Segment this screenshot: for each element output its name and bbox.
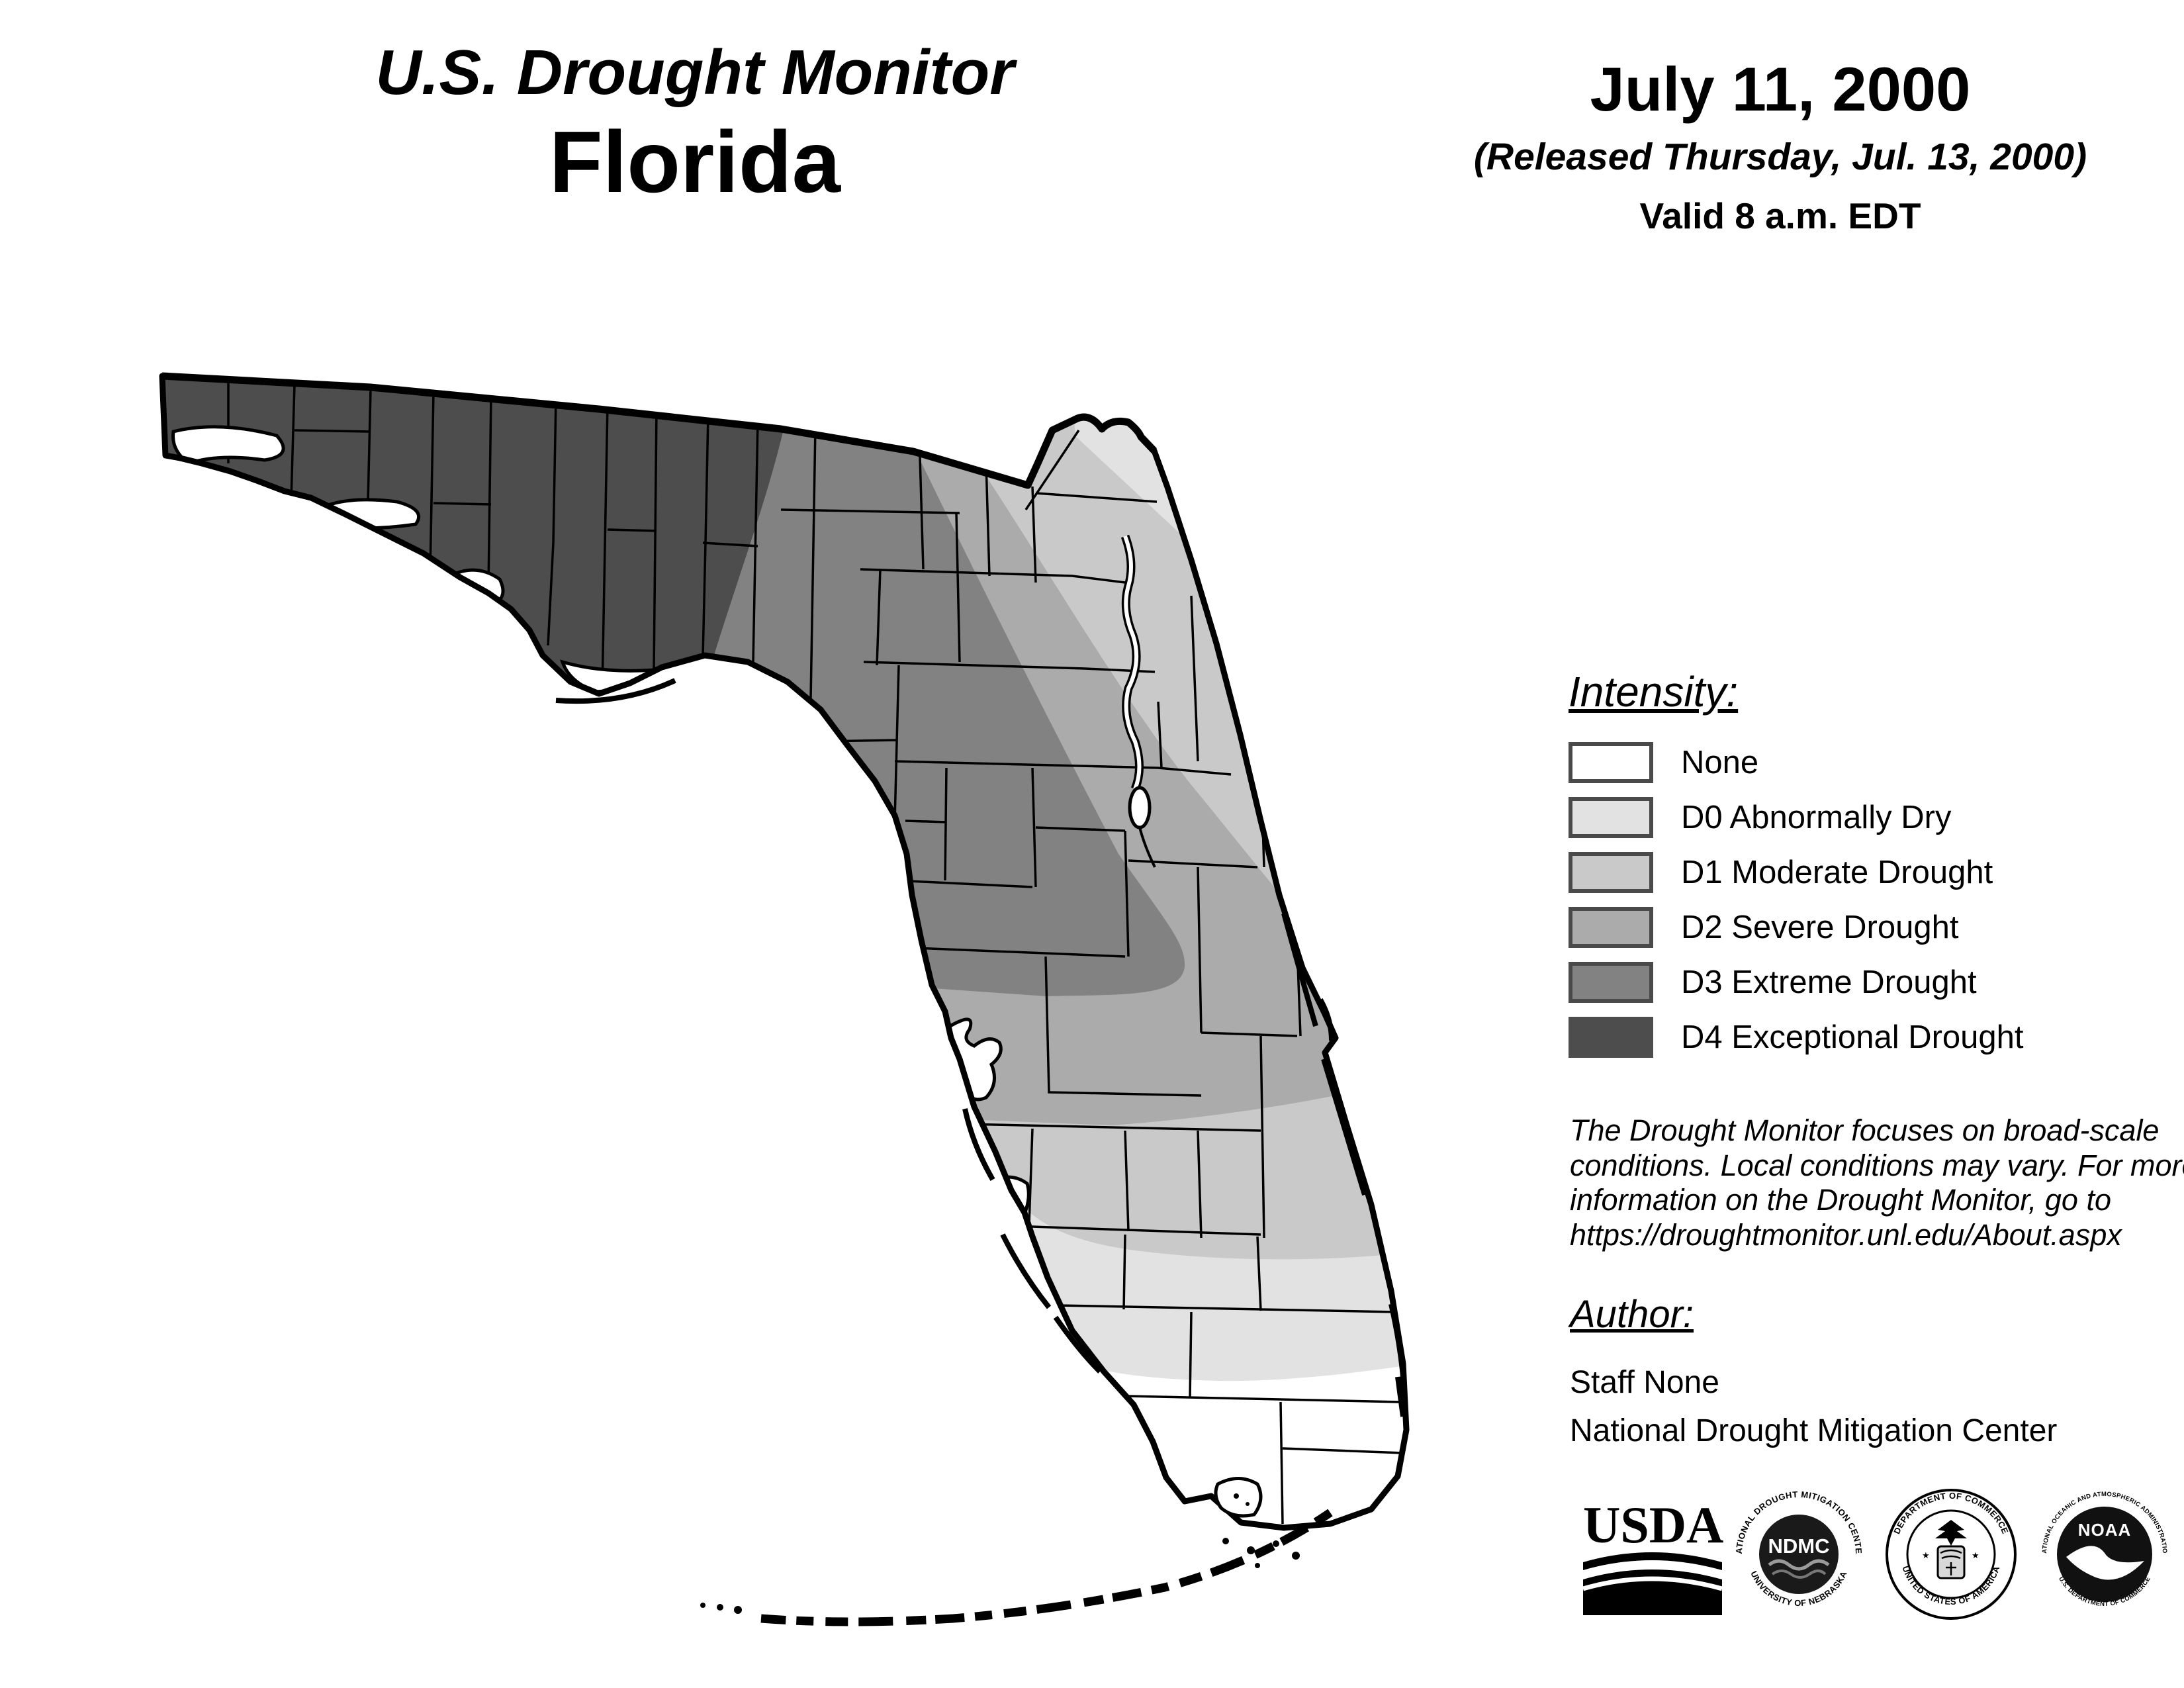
swatch-d4: [1569, 1016, 1653, 1058]
legend-row-none: None: [1569, 735, 2184, 790]
st-johns-river: [1123, 535, 1142, 790]
noaa-center-text: NOAA: [2078, 1520, 2132, 1540]
lake-george: [1128, 786, 1152, 829]
swatch-d1: [1569, 851, 1653, 893]
swatch-d0: [1569, 796, 1653, 838]
author-heading: Author:: [1570, 1293, 1694, 1336]
bay-islet: [1222, 1538, 1229, 1544]
st-johns-river-south: [1138, 827, 1156, 868]
page-title: U.S. Drought Monitor: [375, 37, 1015, 108]
florida-drought-map: [159, 372, 1410, 1626]
legend-label: D0 Abnormally Dry: [1681, 799, 1952, 835]
doc-eagle-icon: [1935, 1520, 1967, 1546]
bay-islet: [1292, 1552, 1300, 1560]
legend-row-d4: D4 Exceptional Drought: [1569, 1009, 2184, 1064]
legend-label: D3 Extreme Drought: [1681, 964, 1977, 1000]
released-date: (Released Thursday, Jul. 13, 2000): [1473, 136, 2087, 178]
date-block: July 11, 2000 (Released Thursday, Jul. 1…: [1449, 58, 2111, 237]
usda-logo-text: USDA: [1583, 1501, 1723, 1554]
doc-shield-detail-icon: [1940, 1549, 1962, 1575]
florida-keys: [760, 1509, 1333, 1626]
legend-label: D1 Moderate Drought: [1681, 854, 1993, 890]
doc-star-icon: ★: [1972, 1550, 1979, 1560]
ndmc-center-text: NDMC: [1768, 1534, 1830, 1558]
disclaimer-note: The Drought Monitor focuses on broad-sca…: [1570, 1113, 2184, 1253]
doc-star-icon: ★: [1922, 1550, 1930, 1560]
map-date: July 11, 2000: [1590, 54, 1971, 124]
legend-row-d2: D2 Severe Drought: [1569, 900, 2184, 955]
bay-islet: [1246, 1502, 1250, 1506]
noaa-bird-icon: [2066, 1546, 2144, 1580]
bay-islet: [1234, 1493, 1239, 1499]
barrier-islands: [555, 678, 1407, 1417]
note-line: conditions. Local conditions may vary. F…: [1570, 1148, 2184, 1182]
bay-islet: [1273, 1540, 1279, 1547]
ndmc-wave-icon: [1771, 1570, 1827, 1579]
legend-row-d1: D1 Moderate Drought: [1569, 845, 2184, 900]
swatch-none: [1569, 741, 1653, 783]
usda-base-stripe-icon: [1582, 1576, 1723, 1591]
legend-label: D2 Severe Drought: [1681, 909, 1959, 945]
swatch-d3: [1569, 961, 1653, 1003]
ndmc-logo: NATIONAL DROUGHT MITIGATION CENTER NDMC …: [1733, 1488, 1864, 1620]
commerce-seal-logo: DEPARTMENT OF COMMERCE UNITED STATES OF …: [1886, 1489, 2017, 1620]
key-islet: [700, 1603, 705, 1608]
valid-time: Valid 8 a.m. EDT: [1639, 195, 1921, 236]
county-boundaries: [227, 381, 1404, 1524]
bay-islet: [1255, 1563, 1260, 1568]
legend-row-d0: D0 Abnormally Dry: [1569, 790, 2184, 845]
ndmc-inner-circle: [1759, 1515, 1839, 1594]
note-line: information on the Drought Monitor, go t…: [1570, 1183, 2111, 1217]
legend-heading: Intensity:: [1569, 668, 1739, 716]
author-block: Author: Staff None National Drought Miti…: [1570, 1292, 2057, 1449]
key-islet: [734, 1606, 742, 1614]
swatch-d2: [1569, 906, 1653, 948]
bay-islet: [1247, 1546, 1255, 1554]
note-line: https://droughtmonitor.unl.edu/About.asp…: [1570, 1217, 2122, 1252]
note-line: The Drought Monitor focuses on broad-sca…: [1570, 1113, 2160, 1147]
author-name: Staff None: [1570, 1365, 1719, 1400]
legend-label: D4 Exceptional Drought: [1681, 1019, 2024, 1055]
legend-row-d3: D3 Extreme Drought: [1569, 955, 2184, 1009]
intensity-legend: Intensity: None D0 Abnormally Dry D1 Mod…: [1569, 667, 2184, 1064]
usda-swoosh-icon: [1583, 1552, 1722, 1570]
state-name-title: Florida: [549, 113, 841, 211]
author-org: National Drought Mitigation Center: [1570, 1413, 2058, 1448]
noaa-logo: NATIONAL OCEANIC AND ATMOSPHERIC ADMINIS…: [2038, 1488, 2170, 1620]
ndmc-wave-icon: [1768, 1559, 1830, 1571]
key-islet: [717, 1604, 723, 1611]
usda-base-icon: [1583, 1570, 1722, 1615]
title-block: U.S. Drought Monitor Florida: [261, 37, 1128, 211]
legend-label: None: [1681, 744, 1759, 780]
usda-logo: USDA: [1582, 1501, 1723, 1615]
